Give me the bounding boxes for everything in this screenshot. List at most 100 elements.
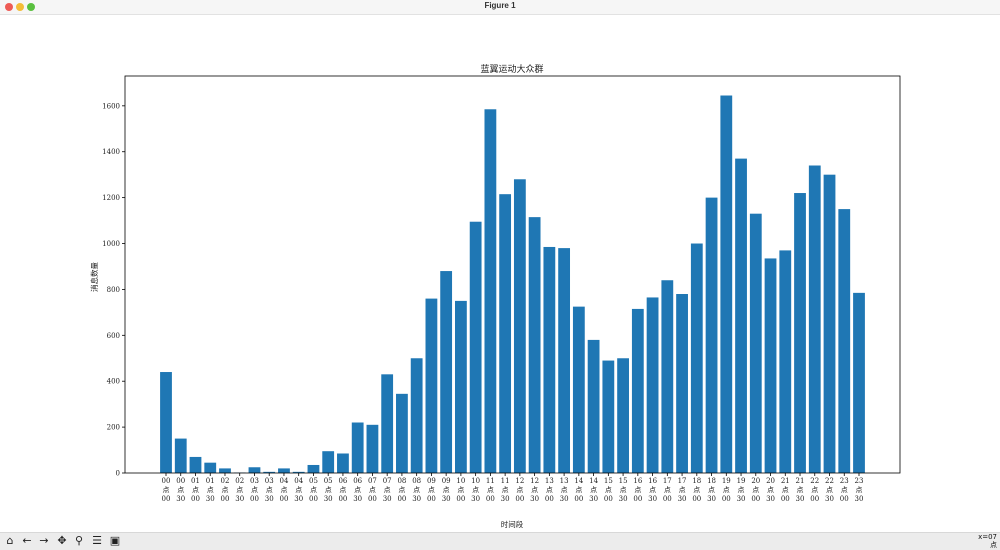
cursor-coordinates: x=07 点: [978, 533, 997, 549]
bar-14: [367, 425, 379, 473]
bar-22: [484, 109, 496, 473]
bar-42: [779, 250, 791, 473]
bar-37: [706, 198, 718, 473]
bar-44: [809, 166, 821, 474]
x-axis-label: 时间段: [501, 519, 524, 529]
bar-23: [499, 194, 511, 473]
bar-35: [676, 294, 688, 473]
bar-20: [455, 301, 467, 473]
bar-1: [175, 439, 187, 473]
bar-2: [190, 457, 202, 473]
bar-32: [632, 309, 644, 473]
y-tick-label-1: 200: [107, 424, 120, 432]
zoom-icon[interactable]: ⚲: [72, 534, 86, 548]
navigation-toolbar: x=07 点 ⌂←→ ✥⚲ ☰ ▣: [0, 532, 1000, 550]
configure-subplots-icon[interactable]: ☰: [90, 534, 104, 548]
forward-arrow-icon[interactable]: →: [37, 534, 51, 548]
bar-34: [661, 280, 673, 473]
bar-45: [824, 175, 836, 473]
bar-11: [322, 451, 334, 473]
plot-area: [160, 96, 865, 473]
bar-21: [470, 222, 482, 473]
window-title: Figure 1: [0, 1, 1000, 10]
bar-10: [308, 465, 320, 473]
bar-46: [838, 209, 850, 473]
bar-39: [735, 159, 747, 473]
bar-15: [381, 374, 393, 473]
y-tick-label-2: 400: [107, 378, 120, 386]
y-tick-label-3: 600: [107, 332, 120, 340]
bar-18: [426, 299, 438, 473]
y-tick-label-5: 1000: [102, 240, 120, 248]
y-tick-label-8: 1600: [102, 102, 120, 110]
bar-40: [750, 214, 762, 473]
bar-8: [278, 468, 290, 473]
bar-26: [543, 247, 555, 473]
bar-41: [765, 258, 777, 473]
y-tick-label-4: 800: [107, 286, 120, 294]
bar-47: [853, 293, 865, 473]
window-titlebar: Figure 1: [0, 0, 1000, 15]
bar-19: [440, 271, 452, 473]
bar-28: [573, 307, 585, 473]
bar-33: [647, 297, 659, 473]
pan-icon[interactable]: ✥: [55, 534, 69, 548]
bar-31: [617, 358, 629, 473]
bar-12: [337, 453, 349, 473]
y-axis-label: 消息数量: [89, 262, 99, 292]
y-tick-label-6: 1200: [102, 194, 120, 202]
bar-16: [396, 394, 408, 473]
back-arrow-icon[interactable]: ←: [20, 534, 34, 548]
y-tick-label-7: 1400: [102, 148, 120, 156]
bar-27: [558, 248, 570, 473]
bar-24: [514, 179, 526, 473]
bar-13: [352, 423, 364, 473]
bar-30: [602, 361, 614, 473]
save-icon[interactable]: ▣: [108, 534, 122, 548]
y-axis: 0 200 400 600 800 1000 1200 1400 1600: [102, 102, 125, 477]
home-icon[interactable]: ⌂: [3, 534, 17, 548]
bar-17: [411, 358, 423, 473]
bar-3: [204, 463, 216, 473]
cursor-x-readout: x=07: [978, 533, 997, 541]
y-tick-label-0: 0: [116, 470, 120, 478]
cursor-x-readout-unit: 点: [978, 541, 997, 549]
bar-43: [794, 193, 806, 473]
